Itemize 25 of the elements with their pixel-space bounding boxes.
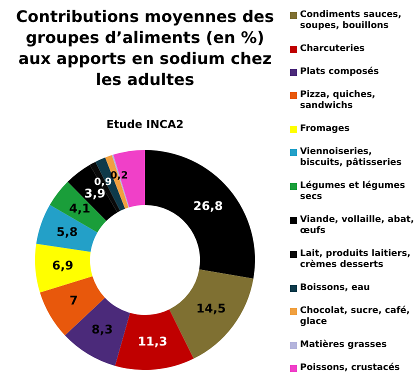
legend-label: Boissons, eau (300, 283, 370, 294)
data-label: 8,3 (92, 322, 113, 337)
legend-label: Condiments sauces, soupes, bouillons (300, 10, 402, 32)
data-label: 5,8 (56, 224, 78, 239)
data-label: 0,9 (94, 177, 112, 188)
data-label: 14,5 (196, 302, 226, 316)
legend-label: Légumes et légumes secs (300, 181, 406, 203)
data-label: 3,9 (84, 186, 106, 201)
legend-label: Viennoiseries, biscuits, pâtisseries (300, 147, 403, 169)
legend-label: Fromages (300, 124, 350, 135)
legend-label: Chocolat, sucre, café, glace (300, 306, 411, 328)
data-label: 4,1 (69, 202, 90, 216)
legend-label: Poissons, crustacés (300, 363, 400, 374)
legend-label: Charcuteries (300, 44, 365, 55)
legend-label: Lait, produits laitiers, crèmes desserts (300, 249, 412, 271)
legend-label: Matières grasses (300, 340, 387, 351)
data-label: 7 (70, 294, 78, 308)
legend-label: Plats composés (300, 67, 379, 78)
legend-label: Viande, vollaille, abat, œufs (300, 215, 415, 237)
data-label: 11,3 (138, 334, 168, 348)
data-label: 26,8 (193, 198, 223, 213)
legend-label: Pizza, quiches, sandwichs (300, 90, 376, 112)
text: Etude INCA2 (105, 118, 185, 131)
data-label: 6,9 (52, 258, 74, 272)
text: Contributions moyennes des groupes d’aliments (en %) aux apports en sodium chez les adultes (14, 6, 276, 90)
